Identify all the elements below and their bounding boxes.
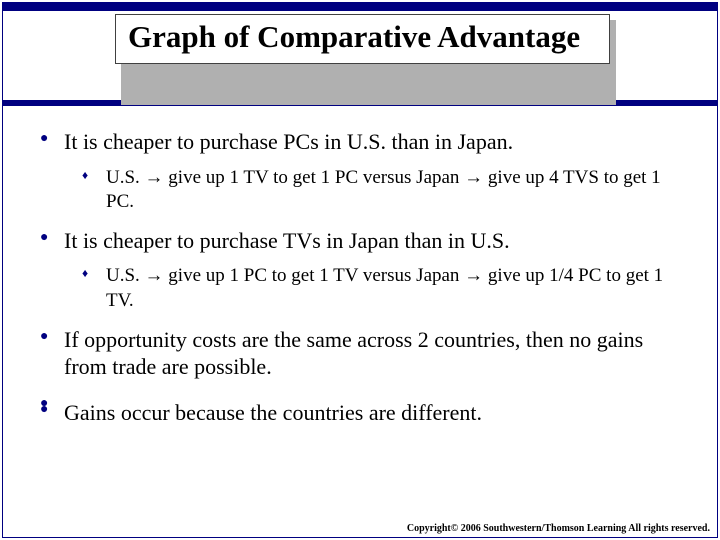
bullet-text: If opportunity costs are the same across… bbox=[64, 327, 643, 380]
title-box: Graph of Comparative Advantage bbox=[115, 14, 610, 64]
header-band-top bbox=[2, 3, 718, 11]
sub-bullet-text: U.S. → give up 1 TV to get 1 PC versus J… bbox=[106, 167, 661, 213]
bullet-text: It is cheaper to purchase PCs in U.S. th… bbox=[64, 129, 513, 154]
bullet-item: It is cheaper to purchase TVs in Japan t… bbox=[40, 227, 680, 314]
bullet-text: Gains occur because the countries are di… bbox=[64, 400, 482, 425]
sub-bullet-text: U.S. → give up 1 PC to get 1 TV versus J… bbox=[106, 265, 663, 311]
sub-bullet-item: U.S. → give up 1 TV to get 1 PC versus J… bbox=[78, 166, 680, 215]
content-area: It is cheaper to purchase PCs in U.S. th… bbox=[40, 128, 680, 438]
slide-title: Graph of Comparative Advantage bbox=[128, 19, 597, 55]
bullet-item: Gains occur because the countries are di… bbox=[40, 399, 680, 427]
bullet-text: It is cheaper to purchase TVs in Japan t… bbox=[64, 228, 510, 253]
bullet-item: If opportunity costs are the same across… bbox=[40, 326, 680, 381]
sub-list: U.S. → give up 1 PC to get 1 TV versus J… bbox=[64, 264, 680, 313]
copyright-footer: Copyright© 2006 Southwestern/Thomson Lea… bbox=[407, 523, 710, 534]
sub-list: U.S. → give up 1 TV to get 1 PC versus J… bbox=[64, 166, 680, 215]
bullet-item: It is cheaper to purchase PCs in U.S. th… bbox=[40, 128, 680, 215]
title-container: Graph of Comparative Advantage bbox=[115, 14, 615, 64]
sub-bullet-item: U.S. → give up 1 PC to get 1 TV versus J… bbox=[78, 264, 680, 313]
bullet-list: It is cheaper to purchase PCs in U.S. th… bbox=[40, 128, 680, 426]
